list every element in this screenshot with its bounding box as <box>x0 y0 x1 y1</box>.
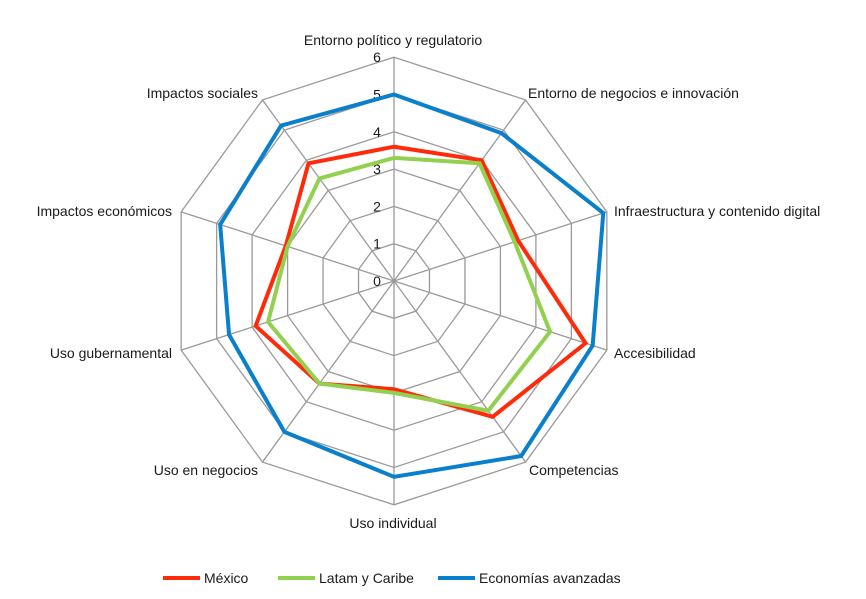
series-line-1 <box>265 155 553 413</box>
axis-label: Impactos económicos <box>37 203 172 219</box>
axis-label: Uso gubernamental <box>50 345 172 361</box>
legend-label: Economías avanzadas <box>479 570 621 586</box>
grid-spoke <box>393 99 527 282</box>
axis-labels: Entorno político y regulatorio Entorno de… <box>37 32 821 531</box>
series-line-0 <box>253 144 589 419</box>
axis-label: Impactos sociales <box>147 85 258 101</box>
tick-label: 4 <box>373 124 381 140</box>
axis-label: Accesibilidad <box>614 345 696 361</box>
series-line-2 <box>218 92 606 479</box>
tick-label: 6 <box>373 49 381 65</box>
tick-label: 3 <box>373 161 381 177</box>
axis-label: Infraestructura y contenido digital <box>614 203 820 219</box>
axis-label: Uso en negocios <box>154 462 258 478</box>
grid-spoke <box>393 280 608 351</box>
tick-label: 2 <box>373 198 381 214</box>
grid-spoke <box>393 280 527 463</box>
legend-label: Latam y Caribe <box>319 570 414 586</box>
axis-label: Competencias <box>529 462 619 478</box>
grid-spoke <box>261 280 395 463</box>
axis-label: Entorno político y regulatorio <box>304 32 482 48</box>
radial-tick-labels: 0 1 2 3 4 5 6 <box>373 49 381 289</box>
tick-label: 0 <box>373 273 381 289</box>
grid-spoke <box>393 211 608 282</box>
axis-label: Entorno de negocios e innovación <box>528 85 739 101</box>
series-lines <box>218 92 606 479</box>
grid-spoke <box>261 99 395 282</box>
tick-label: 1 <box>373 236 381 252</box>
axis-label: Uso individual <box>349 515 436 531</box>
legend-label: México <box>204 570 249 586</box>
tick-label: 5 <box>373 87 381 103</box>
legend: México Latam y Caribe Economías avanzadas <box>163 570 621 586</box>
grid-spoke <box>180 280 395 351</box>
